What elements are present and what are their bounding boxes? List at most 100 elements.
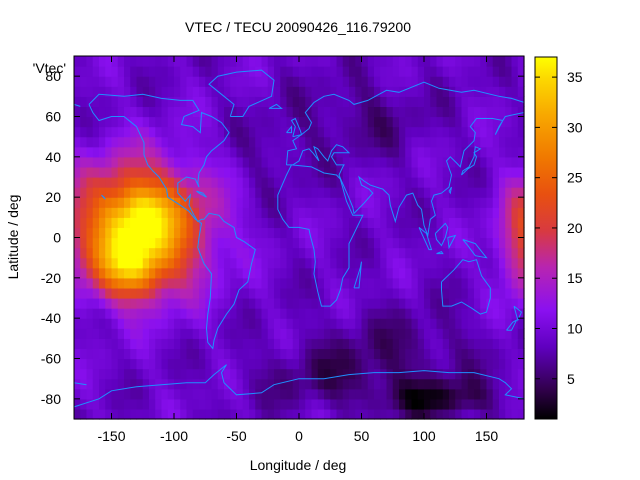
heat-cell [374, 156, 381, 168]
heat-cell [192, 398, 200, 410]
heat-cell [442, 277, 450, 289]
heat-cell [305, 308, 313, 319]
heat-cell [492, 76, 500, 87]
heat-cell [511, 328, 519, 339]
heat-cell [386, 267, 394, 279]
heat-cell [455, 267, 463, 279]
heat-cell [411, 187, 419, 198]
heat-cell [155, 177, 163, 188]
heat-cell [86, 257, 94, 269]
heat-cell [355, 166, 363, 178]
heat-cell [367, 126, 375, 138]
heat-cell [92, 328, 100, 339]
heat-cell [467, 378, 475, 390]
heat-cell [392, 358, 400, 370]
heat-cell [149, 328, 156, 339]
heat-cell [342, 197, 350, 208]
heat-cell [274, 86, 281, 97]
heat-cell [430, 237, 438, 249]
heat-cell [342, 166, 350, 178]
heat-cell [261, 328, 269, 339]
heat-cell [311, 187, 319, 198]
heat-cell [111, 207, 119, 218]
heat-cell [380, 257, 388, 269]
heat-cell [224, 388, 231, 400]
heat-cell [367, 368, 375, 380]
heat-cell [205, 207, 213, 218]
heat-cell [342, 378, 350, 390]
heat-cell [449, 86, 456, 97]
heat-cell [236, 227, 244, 239]
heat-cell [392, 106, 400, 118]
heat-cell [455, 287, 463, 299]
heat-cell [505, 56, 513, 67]
heat-cell [367, 106, 375, 118]
heat-cell [311, 378, 319, 390]
heat-cell [417, 318, 425, 329]
heat-cell [211, 187, 219, 198]
heat-cell [124, 156, 131, 168]
heat-cell [499, 368, 506, 380]
heat-cell [117, 177, 125, 188]
heat-cell [480, 227, 488, 239]
heat-cell [174, 368, 181, 380]
heat-cell [217, 287, 225, 299]
heat-cell [367, 308, 375, 319]
heat-cell [230, 348, 238, 360]
heat-cell [467, 166, 475, 178]
heat-cell [399, 66, 406, 77]
heat-cell [217, 156, 225, 168]
heat-cell [374, 277, 381, 289]
heat-cell [311, 328, 319, 339]
heat-cell [486, 267, 494, 279]
heat-cell [430, 328, 438, 339]
heat-cell [417, 217, 425, 229]
heat-cell [167, 257, 175, 269]
heat-cell [405, 86, 413, 97]
heat-cell [180, 277, 188, 289]
coastline [73, 382, 87, 386]
heat-cell [361, 308, 369, 319]
heat-cell [155, 257, 163, 269]
heat-cell [255, 146, 263, 158]
heat-cell [486, 368, 494, 380]
heat-cell [424, 257, 431, 269]
heat-cell [424, 187, 431, 198]
heat-cell [330, 368, 338, 380]
heat-cell [417, 207, 425, 218]
heat-cell [174, 277, 181, 289]
heat-cell [424, 156, 431, 168]
heat-cell [474, 378, 481, 390]
heat-cell [211, 156, 219, 168]
heat-cell [499, 126, 506, 138]
heat-cell [117, 56, 125, 67]
heat-cell [136, 308, 144, 319]
heat-cell [249, 207, 256, 218]
heat-cell [511, 358, 519, 370]
heat-cell [399, 398, 406, 410]
heat-cell [417, 106, 425, 118]
heat-cell [236, 106, 244, 118]
heat-cell [142, 217, 150, 229]
heat-cell [305, 398, 313, 410]
heat-cell [492, 287, 500, 299]
heat-cell [205, 348, 213, 360]
heat-cell [349, 166, 356, 178]
heat-cell [480, 96, 488, 108]
heat-cell [92, 197, 100, 208]
heat-cell [430, 76, 438, 87]
heat-cell [436, 398, 444, 410]
heat-cell [105, 136, 113, 148]
heat-cell [299, 298, 306, 309]
heat-cell [399, 348, 406, 360]
heat-cell [342, 96, 350, 108]
heat-cell [136, 116, 144, 128]
heat-cell [486, 197, 494, 208]
heat-cell [367, 187, 375, 198]
heat-cell [205, 177, 213, 188]
heat-cell [280, 86, 288, 97]
heat-cell [392, 298, 400, 309]
heat-cell [80, 257, 88, 269]
heat-cell [399, 76, 406, 87]
heat-cell [411, 146, 419, 158]
